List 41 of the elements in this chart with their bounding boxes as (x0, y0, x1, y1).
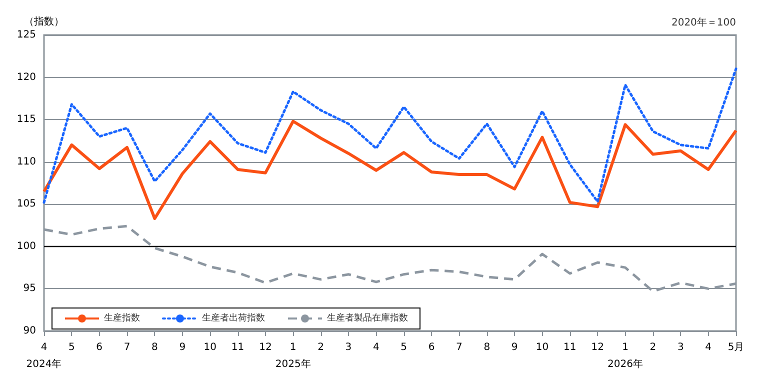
x-tick-label: 1 2026年 (608, 342, 644, 370)
x-tick-label: 5 (400, 342, 408, 353)
x-tick-label: 10 (204, 342, 216, 353)
x-tick-label: 4 (372, 342, 380, 353)
x-tick-label: 11 (564, 342, 576, 353)
x-tick-label: 7 (456, 342, 462, 353)
y-tick-label: 90 (23, 326, 36, 336)
text: 2020年＝100 (671, 16, 736, 28)
y-axis-title: （指数） (24, 16, 64, 28)
x-tick-label: 6 (96, 342, 103, 353)
y-tick-label: 125 (16, 30, 36, 40)
x-tick-label: 3 (677, 342, 684, 353)
x-tick-label: 2 (318, 342, 324, 353)
x-tick-label: 4 (705, 342, 712, 353)
legend-label: 生産者出荷指数 (202, 312, 265, 324)
x-tick-label: 9 (179, 342, 186, 353)
legend-label: 生産指数 (104, 312, 140, 324)
x-tick-label: 11 (231, 342, 244, 353)
y-tick-label: 100 (16, 240, 36, 252)
x-tick-label: 5月 (728, 342, 744, 353)
x-tick-label: 7 (124, 342, 130, 353)
x-tick-label: 9 (511, 342, 518, 353)
x-tick-label: 8 (152, 342, 158, 353)
x-tick-label: 12 (259, 342, 272, 353)
x-tick-label: 2 (650, 342, 656, 353)
line-series (42, 68, 738, 204)
x-tick-label: 3 (345, 342, 352, 353)
x-tick-label: 12 (591, 342, 604, 353)
x-tick-label: 8 (484, 342, 490, 353)
y-tick-label: 110 (16, 156, 36, 168)
x-tick-label: 10 (536, 342, 549, 353)
legend-label: 生産者製品在庫指数 (327, 312, 408, 324)
y-tick-label: 115 (16, 114, 36, 126)
y-tick-label: 120 (16, 72, 36, 83)
line-series (42, 120, 738, 220)
x-tick-label: 4 2024年 (26, 342, 62, 370)
x-tick-label: 5 (68, 342, 75, 353)
x-tick-label: 1 2025年 (275, 342, 311, 370)
x-tick-label: 6 (428, 342, 435, 353)
y-tick-label: 105 (16, 198, 36, 210)
y-tick-label: 95 (23, 283, 36, 294)
